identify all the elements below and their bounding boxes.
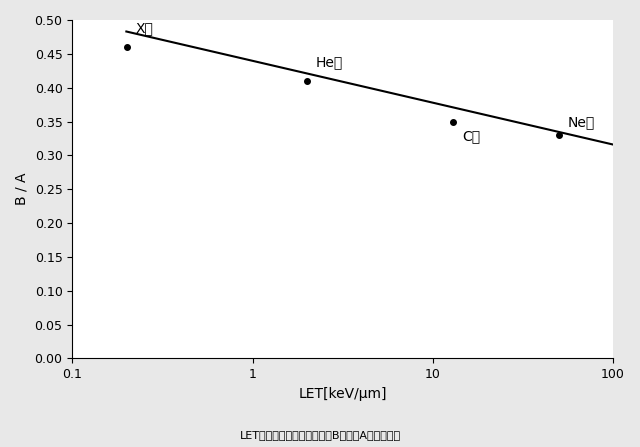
Text: Ne線: Ne線 <box>568 116 595 130</box>
Text: C線: C線 <box>462 129 481 143</box>
Text: He線: He線 <box>316 55 343 69</box>
X-axis label: LET[keV/μm]: LET[keV/μm] <box>298 387 387 401</box>
Text: X線: X線 <box>136 21 154 35</box>
Y-axis label: B / A: B / A <box>15 173 29 206</box>
Text: LETに対するグローピーク　B　／　A　の関係．: LETに対するグローピーク B ／ A の関係． <box>239 430 401 440</box>
